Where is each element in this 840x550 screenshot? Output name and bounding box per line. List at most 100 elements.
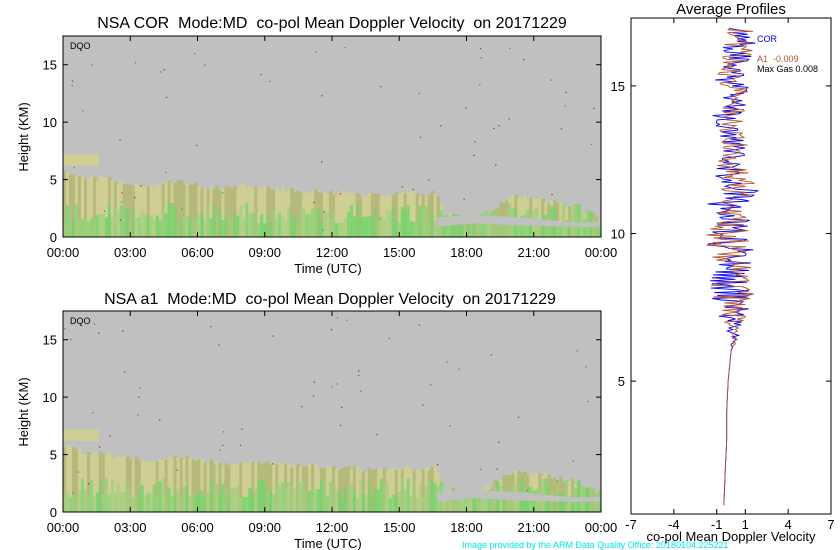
bottom-echo-core bbox=[311, 486, 315, 512]
top-echo-core bbox=[167, 202, 172, 237]
top-echo-core bbox=[245, 203, 249, 237]
bottom-echo-gap bbox=[470, 490, 473, 499]
top-echo-core bbox=[284, 220, 288, 237]
top-echo-gap bbox=[547, 220, 551, 227]
top-echo-core bbox=[281, 215, 285, 237]
bottom-echo-core bbox=[394, 495, 399, 512]
top-echo-core bbox=[149, 215, 154, 237]
top-echo-column bbox=[296, 190, 300, 237]
top-echo-core bbox=[152, 219, 157, 237]
top-echo-gap bbox=[484, 215, 488, 224]
top-echo-column bbox=[433, 193, 438, 237]
bottom-speckle bbox=[272, 335, 274, 337]
bottom-echo-gap bbox=[547, 495, 551, 502]
bottom-echo-core bbox=[502, 495, 506, 512]
top-echo-gap bbox=[439, 217, 443, 227]
bottom-echo-column bbox=[86, 451, 91, 512]
top-echo-column bbox=[92, 176, 97, 237]
top-echo-core bbox=[598, 222, 601, 237]
top-echo-core bbox=[290, 215, 294, 237]
bottom-echo-core bbox=[400, 477, 405, 512]
bottom-echo-gap bbox=[441, 492, 445, 502]
top-echo-core bbox=[278, 212, 282, 237]
top-echo-core bbox=[194, 221, 199, 237]
bottom-echo-core bbox=[272, 494, 276, 512]
bottom-speckle bbox=[272, 463, 274, 465]
profile-series-a1 bbox=[706, 27, 756, 506]
top-speckle bbox=[509, 47, 511, 50]
bottom-echo-core bbox=[355, 498, 360, 512]
bottom-x-tick-label: 15:00 bbox=[383, 520, 416, 535]
bottom-speckle bbox=[70, 338, 72, 341]
top-echo-core bbox=[158, 220, 163, 237]
top-echo-gap bbox=[539, 219, 543, 226]
bottom-echo-core bbox=[239, 496, 243, 512]
top-echo-gap bbox=[533, 218, 537, 226]
bottom-x-tick-label: 18:00 bbox=[450, 520, 483, 535]
bottom-echo-core bbox=[323, 478, 327, 512]
bottom-echo-column bbox=[284, 463, 288, 512]
top-echo-core bbox=[373, 209, 378, 237]
top-echo-gap bbox=[535, 218, 539, 226]
bottom-echo-gap bbox=[566, 496, 569, 502]
top-speckle bbox=[322, 229, 324, 231]
bottom-echo-column bbox=[248, 460, 252, 512]
bottom-echo-gap bbox=[574, 497, 578, 502]
top-echo-column bbox=[358, 195, 363, 237]
top-speckle bbox=[380, 86, 382, 88]
top-echo-core bbox=[197, 212, 202, 237]
bottom-echo-gap bbox=[480, 490, 483, 499]
top-echo-column bbox=[382, 196, 387, 237]
bottom-echo-gap bbox=[533, 493, 537, 501]
bottom-echo-core bbox=[125, 484, 130, 512]
bottom-echo-column bbox=[352, 465, 357, 512]
top-echo-column bbox=[257, 187, 261, 237]
top-echo-column bbox=[224, 186, 228, 237]
bottom-echo-gap bbox=[570, 497, 573, 502]
bottom-echo-gap bbox=[513, 492, 516, 501]
top-echo-column bbox=[427, 195, 432, 237]
legend-a1: A1 -0.009 bbox=[757, 54, 799, 64]
bottom-echo-column bbox=[364, 471, 369, 512]
bottom-echo-column bbox=[170, 459, 175, 512]
top-echo-column bbox=[415, 193, 420, 237]
bottom-echo-core bbox=[92, 497, 97, 512]
top-x-tick-label: 09:00 bbox=[248, 245, 281, 260]
top-echo-column bbox=[290, 187, 294, 237]
bottom-speckle bbox=[77, 471, 80, 473]
bottom-heatmap-panel: NSA a1 Mode:MD co-pol Mean Doppler Veloc… bbox=[16, 291, 617, 550]
bottom-echo-core bbox=[358, 478, 363, 512]
bottom-echo-gap bbox=[515, 492, 518, 501]
bottom-echo-core bbox=[454, 495, 459, 512]
bottom-echo-column bbox=[305, 466, 309, 512]
top-echo-gap bbox=[468, 215, 471, 224]
bottom-echo-core bbox=[445, 492, 450, 512]
top-echo-core bbox=[140, 210, 145, 237]
bottom-echo-gap bbox=[451, 491, 455, 501]
top-echo-core bbox=[382, 219, 387, 237]
top-echo-core bbox=[317, 208, 321, 237]
profile-x-tick-label: -7 bbox=[625, 517, 637, 532]
top-echo-gap bbox=[488, 215, 492, 225]
top-speckle bbox=[401, 186, 404, 188]
top-echo-column bbox=[538, 197, 542, 237]
top-echo-core bbox=[209, 218, 214, 237]
bottom-y-tick-label: 15 bbox=[43, 333, 57, 348]
bottom-echo-core bbox=[287, 481, 291, 512]
profile-panel-title: Average Profiles bbox=[676, 1, 786, 18]
bottom-echo-column bbox=[119, 457, 124, 512]
top-echo-column bbox=[281, 186, 285, 237]
top-speckle bbox=[508, 118, 510, 120]
top-echo-core bbox=[95, 214, 100, 237]
bottom-echo-gap bbox=[531, 493, 535, 501]
top-echo-core bbox=[179, 220, 184, 237]
top-echo-column bbox=[436, 195, 441, 237]
bottom-echo-core bbox=[236, 485, 240, 512]
top-x-tick-label: 21:00 bbox=[517, 245, 550, 260]
top-echo-core bbox=[460, 217, 465, 237]
bottom-echo-gap bbox=[517, 492, 520, 501]
bottom-echo-core bbox=[63, 492, 67, 512]
bottom-speckle bbox=[93, 323, 96, 325]
bottom-echo-column bbox=[394, 470, 399, 512]
bottom-echo-core bbox=[185, 486, 190, 512]
